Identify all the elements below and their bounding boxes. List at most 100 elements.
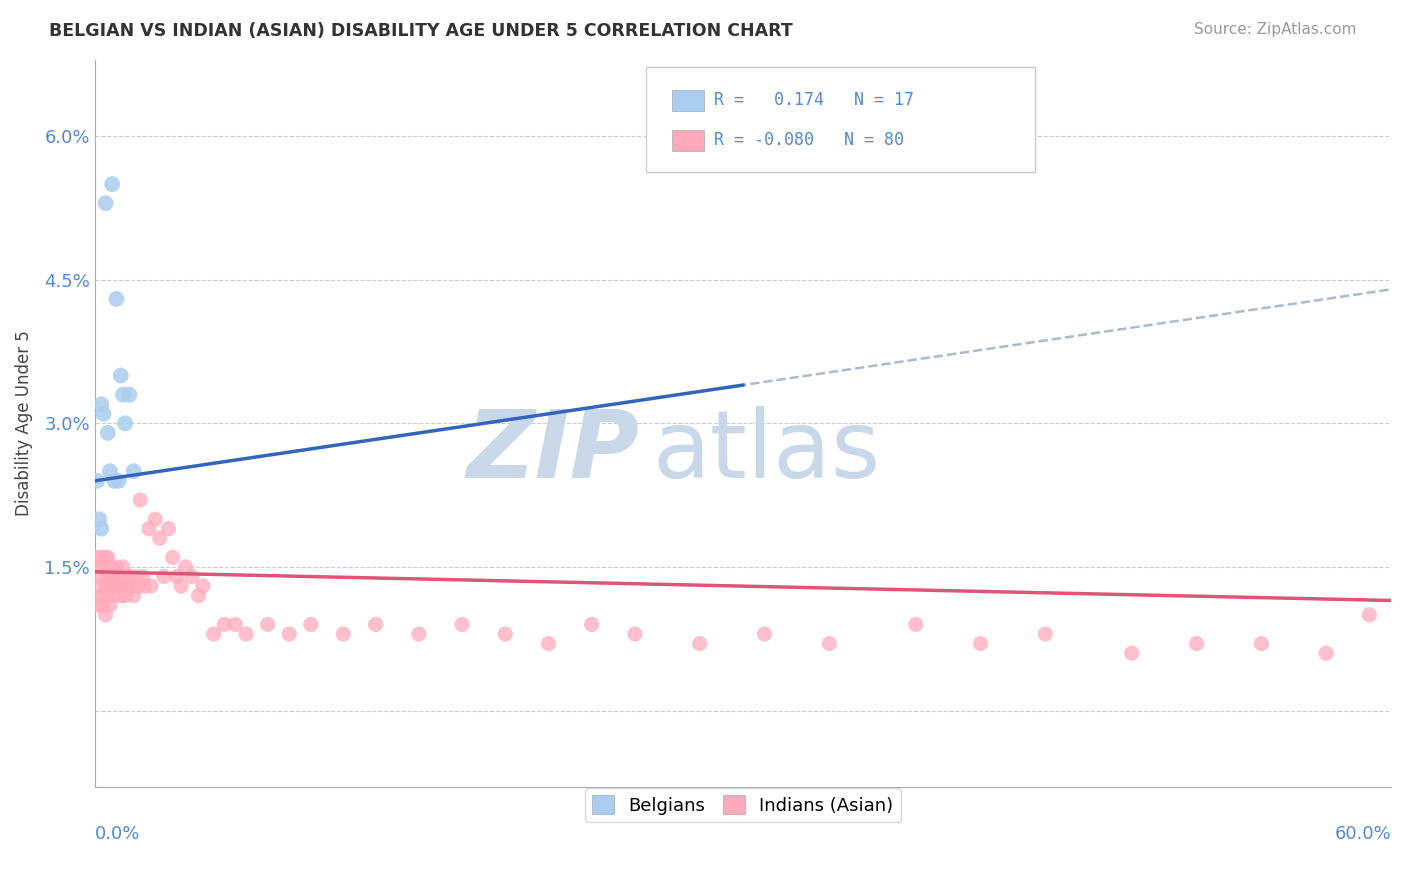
Text: R =   0.174   N = 17: R = 0.174 N = 17: [714, 91, 914, 110]
Point: [93, 589, 115, 603]
Point: [181, 569, 204, 583]
Point: [138, 522, 160, 536]
Legend: Belgians, Indians (Asian): Belgians, Indians (Asian): [585, 788, 901, 822]
Point: [134, 579, 156, 593]
Point: [149, 531, 172, 545]
Point: [89, 560, 111, 574]
Point: [94, 607, 117, 622]
Point: [174, 560, 197, 574]
Point: [86, 550, 108, 565]
Point: [1033, 627, 1056, 641]
Point: [110, 569, 132, 583]
Point: [93, 407, 115, 421]
Point: [143, 512, 166, 526]
Point: [1358, 607, 1381, 622]
Point: [111, 560, 134, 574]
Point: [97, 550, 120, 565]
Point: [101, 569, 124, 583]
Point: [103, 589, 125, 603]
Text: atlas: atlas: [652, 407, 880, 499]
Point: [818, 636, 841, 650]
Point: [1315, 646, 1337, 660]
Point: [90, 522, 112, 536]
Point: [93, 599, 115, 613]
Point: [103, 569, 125, 583]
Point: [118, 387, 141, 401]
Point: [1250, 636, 1272, 650]
Point: [107, 579, 129, 593]
Point: [101, 579, 124, 593]
Bar: [672, 130, 704, 151]
Point: [98, 579, 121, 593]
Point: [103, 474, 125, 488]
Point: [111, 579, 134, 593]
Point: [689, 636, 711, 650]
Point: [117, 579, 139, 593]
Point: [97, 425, 120, 440]
Text: ZIP: ZIP: [467, 407, 640, 499]
Point: [90, 550, 112, 565]
Point: [97, 569, 120, 583]
Point: [122, 464, 145, 478]
Point: [904, 617, 927, 632]
Point: [129, 493, 152, 508]
Point: [110, 368, 132, 383]
Point: [153, 569, 176, 583]
Point: [224, 617, 246, 632]
Point: [93, 560, 115, 574]
Point: [624, 627, 647, 641]
Point: [89, 512, 111, 526]
Point: [98, 560, 121, 574]
Point: [131, 569, 153, 583]
Point: [90, 569, 112, 583]
Point: [754, 627, 776, 641]
Point: [107, 474, 129, 488]
Point: [101, 177, 124, 191]
Point: [451, 617, 474, 632]
Point: [191, 579, 214, 593]
Point: [111, 387, 134, 401]
Point: [107, 569, 129, 583]
Point: [127, 579, 149, 593]
Point: [122, 589, 145, 603]
Point: [256, 617, 278, 632]
Point: [94, 550, 117, 565]
Point: [89, 599, 111, 613]
Point: [494, 627, 516, 641]
Point: [114, 417, 136, 431]
Point: [125, 569, 148, 583]
Point: [118, 569, 141, 583]
Point: [94, 196, 117, 211]
FancyBboxPatch shape: [645, 67, 1035, 172]
Text: R = -0.080   N = 80: R = -0.080 N = 80: [714, 131, 904, 149]
Point: [537, 636, 560, 650]
Text: 0.0%: 0.0%: [94, 825, 141, 844]
Y-axis label: Disability Age Under 5: Disability Age Under 5: [15, 330, 32, 516]
Point: [89, 579, 111, 593]
Point: [1121, 646, 1143, 660]
Text: BELGIAN VS INDIAN (ASIAN) DISABILITY AGE UNDER 5 CORRELATION CHART: BELGIAN VS INDIAN (ASIAN) DISABILITY AGE…: [49, 22, 793, 40]
Point: [98, 464, 121, 478]
Point: [581, 617, 603, 632]
Point: [139, 579, 162, 593]
Text: Source: ZipAtlas.com: Source: ZipAtlas.com: [1194, 22, 1357, 37]
Point: [86, 474, 108, 488]
Point: [90, 589, 112, 603]
Bar: [672, 90, 704, 111]
Point: [105, 560, 128, 574]
Text: 60.0%: 60.0%: [1334, 825, 1391, 844]
Point: [278, 627, 301, 641]
Point: [162, 550, 184, 565]
Point: [90, 397, 112, 411]
Point: [969, 636, 991, 650]
Point: [187, 589, 209, 603]
Point: [105, 579, 128, 593]
Point: [94, 579, 117, 593]
Point: [97, 589, 120, 603]
Point: [235, 627, 257, 641]
Point: [114, 589, 136, 603]
Point: [105, 292, 128, 306]
Point: [1185, 636, 1208, 650]
Point: [110, 589, 132, 603]
Point: [157, 522, 180, 536]
